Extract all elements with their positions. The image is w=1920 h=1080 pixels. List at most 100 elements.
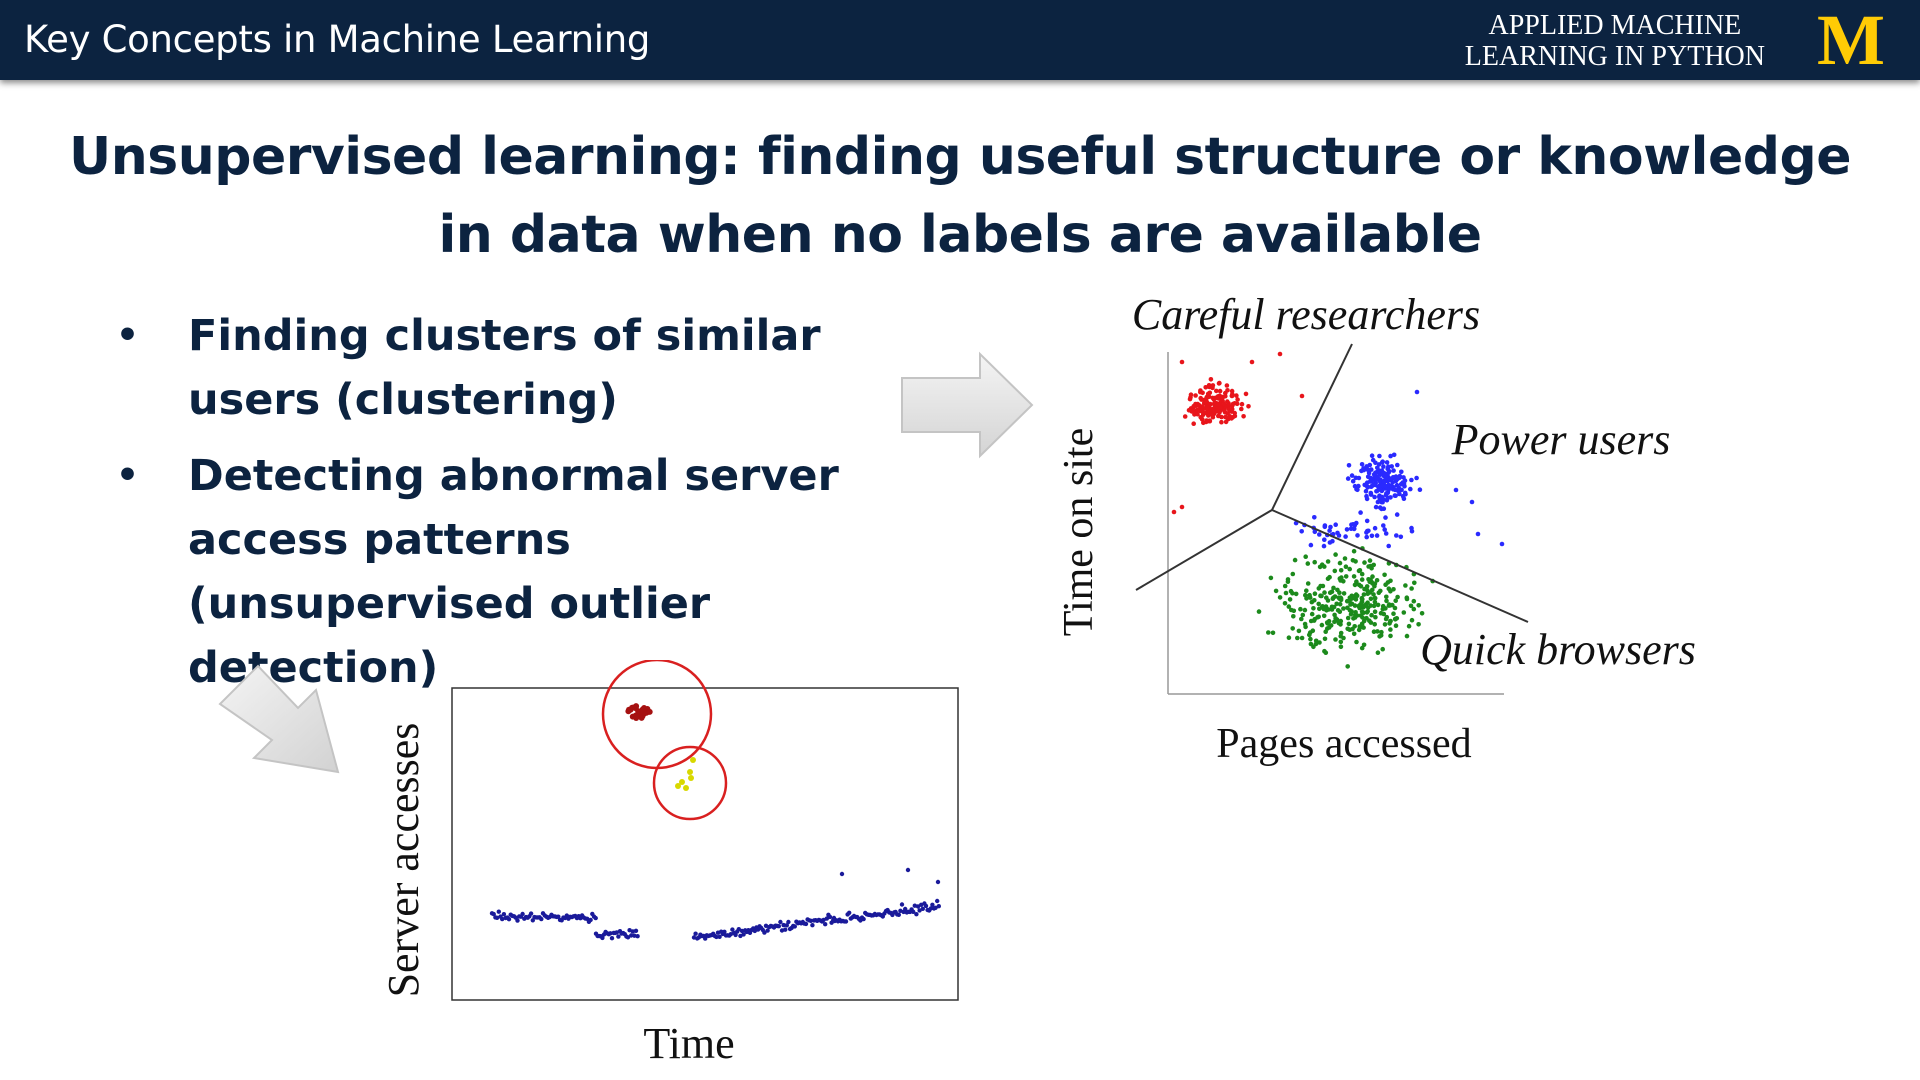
data-point <box>1321 606 1327 612</box>
data-point <box>1397 491 1402 497</box>
data-point <box>1210 383 1216 388</box>
data-point <box>1369 453 1375 458</box>
data-point <box>1381 464 1386 469</box>
data-point <box>1402 478 1408 483</box>
data-point <box>783 927 788 932</box>
data-point <box>1291 614 1296 619</box>
data-point <box>593 915 598 921</box>
data-point <box>1398 534 1404 540</box>
data-point <box>1332 619 1337 625</box>
data-point <box>1205 391 1211 397</box>
data-point <box>1392 487 1398 493</box>
data-point <box>627 706 634 713</box>
data-point <box>1404 633 1410 639</box>
data-point <box>1364 534 1369 540</box>
data-point <box>1388 633 1393 639</box>
data-point <box>515 918 520 923</box>
data-point <box>1325 559 1331 564</box>
data-point <box>911 909 916 914</box>
data-point <box>1333 522 1338 527</box>
data-point <box>1393 617 1398 622</box>
data-point <box>1380 499 1385 505</box>
data-point <box>1318 583 1323 589</box>
data-point <box>1402 490 1408 496</box>
data-point <box>1299 635 1305 641</box>
data-point <box>496 909 501 914</box>
data-point <box>1365 467 1371 472</box>
data-point <box>1277 595 1283 600</box>
data-point <box>1373 482 1378 488</box>
data-point <box>905 867 911 873</box>
cluster-points-layer <box>1171 351 1505 669</box>
data-point <box>1349 601 1355 607</box>
data-point <box>600 935 605 941</box>
data-point <box>928 906 933 911</box>
data-point <box>1361 642 1367 648</box>
data-point <box>1295 635 1300 641</box>
data-point <box>1337 596 1342 601</box>
data-point <box>1345 664 1350 669</box>
data-point <box>1347 566 1352 572</box>
data-point <box>1412 580 1417 586</box>
data-point <box>1388 453 1393 459</box>
data-point <box>1356 627 1362 633</box>
data-point <box>1230 401 1236 407</box>
data-point <box>1333 637 1338 642</box>
data-point <box>679 779 685 785</box>
data-point <box>839 871 845 877</box>
data-point <box>1358 584 1364 589</box>
data-point <box>539 916 544 922</box>
data-point <box>1345 615 1351 621</box>
data-point <box>1375 650 1381 655</box>
data-point <box>1350 478 1356 484</box>
data-point <box>1337 560 1343 566</box>
data-point <box>1346 621 1352 627</box>
data-point <box>1324 620 1330 625</box>
data-point <box>1370 587 1375 593</box>
data-point <box>1199 404 1205 409</box>
data-point <box>1179 359 1185 365</box>
data-point <box>1416 603 1421 608</box>
data-point <box>1380 646 1385 652</box>
data-point <box>778 919 783 925</box>
data-point <box>1303 592 1308 598</box>
data-point <box>1334 601 1339 607</box>
data-point <box>609 936 615 941</box>
data-point <box>1362 560 1367 565</box>
data-point <box>1282 601 1288 606</box>
data-point <box>1171 509 1177 515</box>
data-point <box>1191 421 1196 426</box>
data-point <box>1312 591 1318 596</box>
data-point <box>1352 624 1357 629</box>
data-point <box>1286 604 1292 609</box>
data-point <box>1414 475 1419 481</box>
series-label-power-users: Power users <box>1451 415 1671 464</box>
data-point <box>1384 598 1389 604</box>
data-point <box>1384 476 1389 481</box>
data-point <box>1239 401 1245 407</box>
data-point <box>1351 574 1357 579</box>
data-point <box>1347 595 1353 600</box>
data-point <box>1219 419 1224 425</box>
data-point <box>1302 607 1308 613</box>
slide-headline: Unsupervised learning: finding useful st… <box>0 118 1920 274</box>
data-point <box>1368 620 1374 625</box>
bullet-marker: • <box>116 315 140 356</box>
data-point <box>762 930 767 935</box>
data-point <box>1399 469 1404 475</box>
data-point <box>1200 390 1205 396</box>
data-point <box>1372 622 1377 627</box>
data-point <box>1223 393 1228 399</box>
data-point <box>520 911 525 917</box>
logo-letter: M <box>1817 8 1885 70</box>
data-point <box>588 917 593 923</box>
data-point <box>810 923 815 928</box>
data-point <box>1289 607 1294 613</box>
data-point <box>1384 614 1390 620</box>
data-point <box>1182 414 1188 419</box>
boundary-line <box>1271 509 1529 623</box>
series-label-careful-researchers: Careful researchers <box>1132 290 1480 339</box>
data-point <box>1312 616 1317 622</box>
data-point <box>1499 541 1505 547</box>
data-point <box>1377 453 1382 459</box>
